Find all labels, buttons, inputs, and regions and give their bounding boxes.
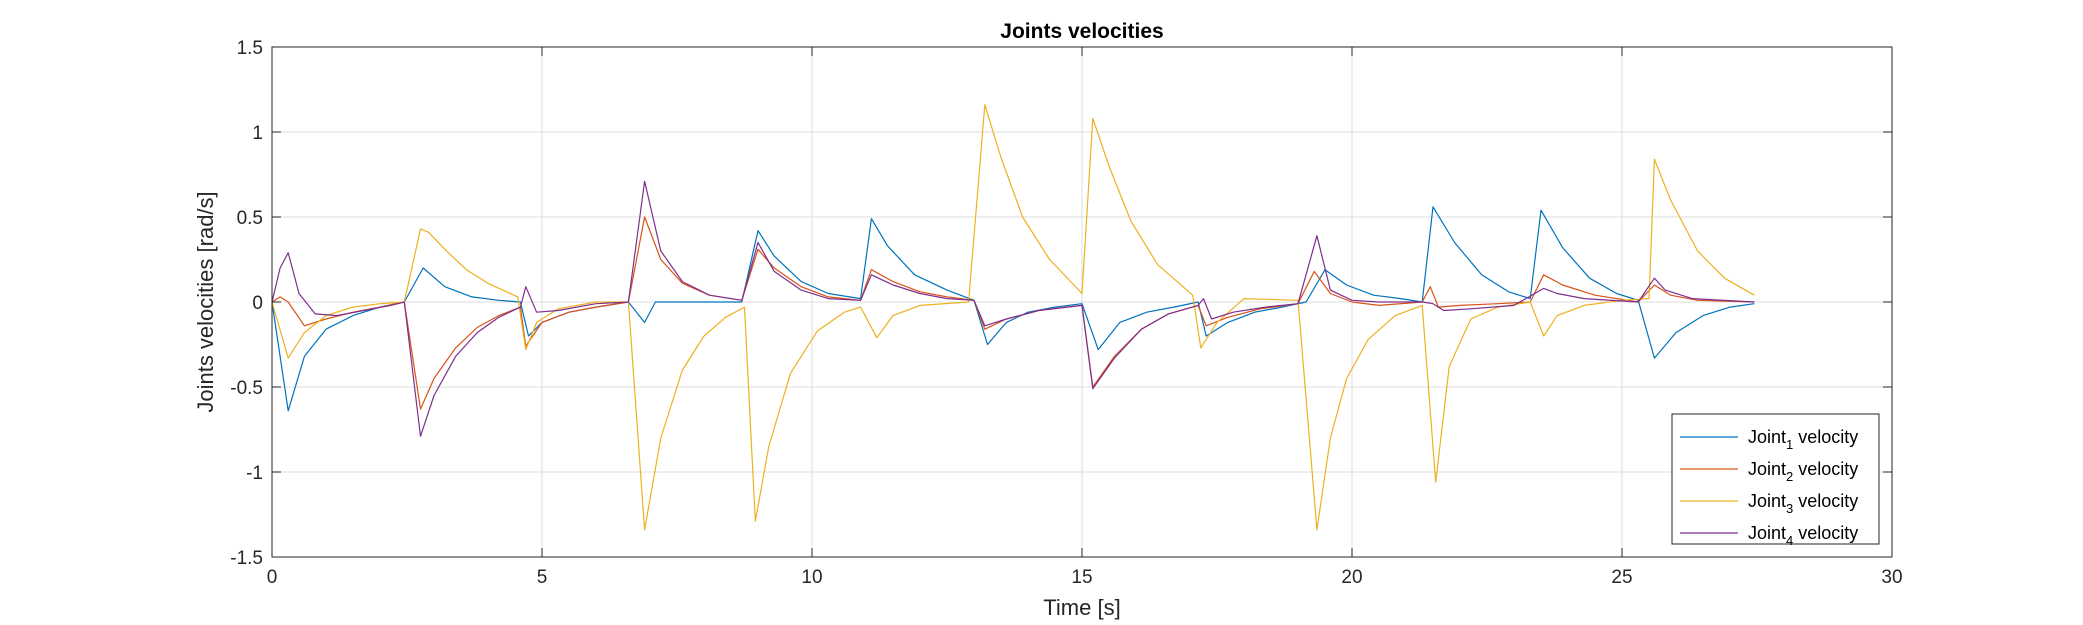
x-tick-label: 30: [1881, 567, 1902, 588]
y-tick-label: 1.5: [237, 38, 263, 59]
y-tick-label: -1.5: [230, 548, 263, 569]
x-tick-label: 20: [1341, 567, 1362, 588]
series-line-joint-2: [271, 216, 1755, 410]
x-axis-label: Time [s]: [1043, 595, 1120, 620]
tick-labels: 0 5 10 15 20 25 30 -1.5 -1 -0.5 0 0.5 1 1.5: [230, 38, 1902, 588]
legend-label-joint-2: Joint2 velocity: [1748, 459, 1858, 484]
series-line-joint-4: [271, 180, 1755, 437]
y-tick-label: 0: [252, 293, 263, 314]
series-line-joint-3: [271, 104, 1755, 531]
y-tick-label: 0.5: [237, 208, 263, 229]
legend-label-joint-4: Joint4 velocity: [1748, 523, 1858, 548]
y-tick-label: -1: [246, 463, 263, 484]
legend-label-joint-3: Joint3 velocity: [1748, 491, 1858, 516]
y-axis-label: Joints velocities [rad/s]: [193, 191, 218, 412]
x-tick-label: 0: [267, 567, 278, 588]
series-layer: [271, 104, 1755, 531]
x-tick-label: 15: [1071, 567, 1092, 588]
ticks: [271, 46, 1893, 558]
legend: Joint1 velocity Joint2 velocity Joint3 vel…: [1671, 413, 1880, 548]
x-tick-label: 5: [537, 567, 548, 588]
legend-label-joint-1: Joint1 velocity: [1748, 427, 1858, 452]
legend-box: [1671, 413, 1880, 545]
chart-title: Joints velocities: [1000, 20, 1163, 43]
y-tick-label: 1: [252, 123, 263, 144]
y-tick-label: -0.5: [230, 378, 263, 399]
series-line-joint-1: [271, 206, 1755, 412]
x-tick-label: 25: [1611, 567, 1632, 588]
x-tick-label: 10: [801, 567, 822, 588]
